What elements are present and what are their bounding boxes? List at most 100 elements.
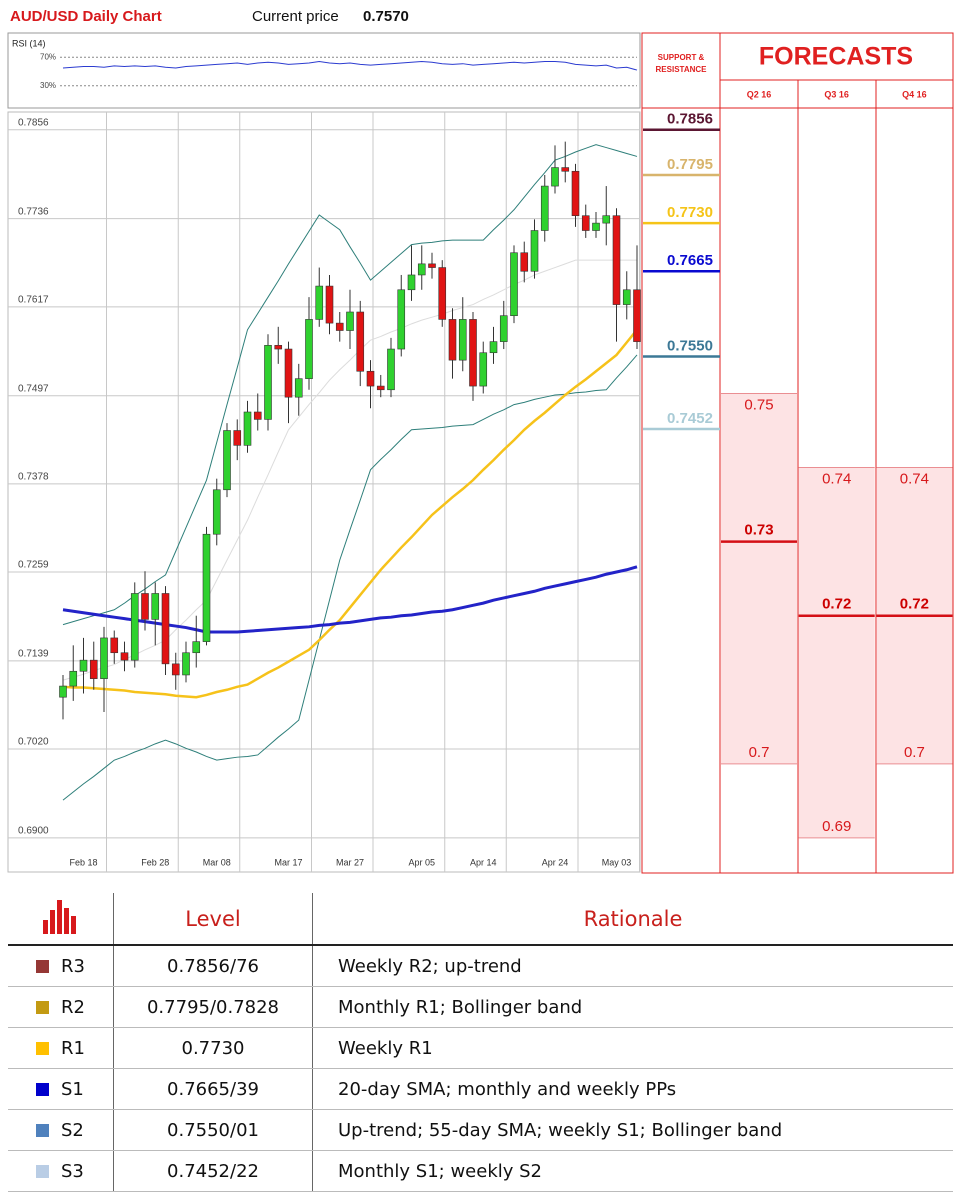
- x-tick-label: Feb 28: [141, 857, 169, 867]
- table-row: S1 0.7665/39 20-day SMA; monthly and weekl…: [8, 1068, 953, 1110]
- candle-body: [192, 641, 201, 654]
- level-value: 0.7730: [113, 1027, 313, 1069]
- x-tick-label: May 03: [602, 857, 632, 867]
- sr-title: SUPPORT & RESISTANCE: [655, 53, 707, 74]
- level-name: R3: [61, 955, 85, 977]
- rationale: 20-day SMA; monthly and weekly PPs: [312, 1068, 953, 1110]
- rsi-panel: [7, 32, 641, 109]
- column-header: Q4 16: [902, 89, 927, 99]
- candle-body: [120, 652, 129, 661]
- level-name-cell: S1: [8, 1068, 114, 1110]
- level-label: 0.7550: [667, 337, 713, 354]
- candle-body: [510, 252, 518, 317]
- page-title: AUD/USD Daily Chart: [10, 8, 162, 25]
- rationale: Weekly R2; up-trend: [312, 945, 953, 987]
- table-row: R1 0.7730 Weekly R1: [8, 1027, 953, 1069]
- rsi-tick-label: 70%: [40, 52, 56, 61]
- candle-body: [335, 322, 344, 331]
- rationale: Up-trend; 55-day SMA; weekly S1; Bolling…: [312, 1109, 953, 1151]
- y-tick-label: 0.7497: [18, 383, 49, 394]
- level-name: S2: [61, 1119, 84, 1141]
- level-name: S3: [61, 1160, 84, 1182]
- candle-body: [633, 289, 641, 342]
- level-value: 0.7795/0.7828: [113, 986, 313, 1028]
- level-swatch: [36, 1042, 49, 1055]
- candle-body: [602, 215, 611, 224]
- rationale: Monthly S1; weekly S2: [312, 1150, 953, 1192]
- indicator-line: [62, 328, 638, 699]
- forecast-median-label: 0.72: [822, 596, 851, 613]
- candle-body: [479, 352, 488, 387]
- candle-body: [581, 215, 590, 231]
- table-header: Level Rationale: [8, 893, 953, 946]
- indicator-line: [62, 565, 638, 634]
- candle-body: [202, 533, 211, 642]
- indicator-line: [62, 144, 638, 626]
- candle-body: [571, 170, 580, 217]
- price-value: 0.7570: [363, 8, 409, 25]
- candle-body: [243, 411, 252, 446]
- indicator-line: [62, 259, 637, 681]
- x-tick-label: Apr 24: [542, 857, 569, 867]
- candle-body: [264, 345, 272, 420]
- candle-body: [89, 659, 98, 679]
- candle-body: [130, 593, 139, 661]
- forecast-low-label: 0.7: [749, 744, 770, 761]
- candle-body: [520, 252, 529, 272]
- candle-body: [407, 274, 416, 291]
- column-header: Q3 16: [824, 89, 849, 99]
- level-value: 0.7452/22: [113, 1150, 313, 1192]
- candle-body: [315, 285, 324, 320]
- table-row: S2 0.7550/01 Up-trend; 55-day SMA; weekly …: [8, 1109, 953, 1151]
- candle-body: [469, 319, 477, 387]
- candle-body: [592, 222, 600, 231]
- y-tick-label: 0.7617: [18, 294, 49, 305]
- y-tick-label: 0.7856: [18, 117, 49, 128]
- table-body: R3 0.7856/76 Weekly R2; up-trend R2 0.7795/0…: [8, 945, 953, 1192]
- level-label: 0.7795: [667, 156, 713, 173]
- y-tick-label: 0.6900: [18, 826, 49, 837]
- level-label: 0.7665: [667, 252, 713, 269]
- x-tick-label: Mar 17: [274, 857, 302, 867]
- candle-body: [489, 341, 498, 354]
- x-tick-label: Feb 18: [69, 857, 97, 867]
- price-label: Current price: [252, 8, 339, 25]
- rsi-title: RSI (14): [12, 38, 46, 48]
- candle-body: [171, 663, 180, 676]
- level-value: 0.7550/01: [113, 1109, 313, 1151]
- level-label: 0.7730: [667, 204, 713, 221]
- candle-body: [438, 267, 447, 320]
- candle-body: [499, 315, 508, 342]
- candle-body: [448, 319, 457, 361]
- forecast-range: [721, 393, 797, 764]
- level-value: 0.7665/39: [113, 1068, 313, 1110]
- column-header: Level: [113, 893, 313, 946]
- candle-body: [551, 167, 559, 187]
- chart-area: AUD/USD Daily Chart Current price 0.7570…: [7, 8, 954, 874]
- bar-icon: [42, 900, 76, 934]
- candle-body: [561, 167, 570, 172]
- candle-body: [612, 215, 621, 305]
- level-name-cell: R1: [8, 1027, 114, 1069]
- x-tick-label: Apr 14: [470, 857, 497, 867]
- candle-body: [366, 370, 375, 387]
- candle-body: [325, 285, 334, 324]
- sr-title-box: SUPPORT & RESISTANCE: [655, 53, 707, 74]
- candle-body: [69, 670, 78, 687]
- candle-body: [100, 637, 108, 679]
- candle-body: [212, 489, 221, 535]
- column-header: Q2 16: [747, 89, 772, 99]
- candle-body: [151, 593, 160, 620]
- forecast-high-label: 0.75: [744, 396, 773, 413]
- table-row: R2 0.7795/0.7828 Monthly R1; Bollinger ban…: [8, 986, 953, 1028]
- forecast-low-label: 0.69: [822, 818, 851, 835]
- level-value: 0.7856/76: [113, 945, 313, 987]
- y-tick-label: 0.7378: [18, 471, 49, 482]
- level-name: R2: [61, 996, 85, 1018]
- level-name-cell: R2: [8, 986, 114, 1028]
- candle-body: [253, 411, 262, 420]
- level-name-cell: S3: [8, 1150, 114, 1192]
- candle-body: [110, 637, 119, 654]
- indicator-line: [62, 354, 638, 801]
